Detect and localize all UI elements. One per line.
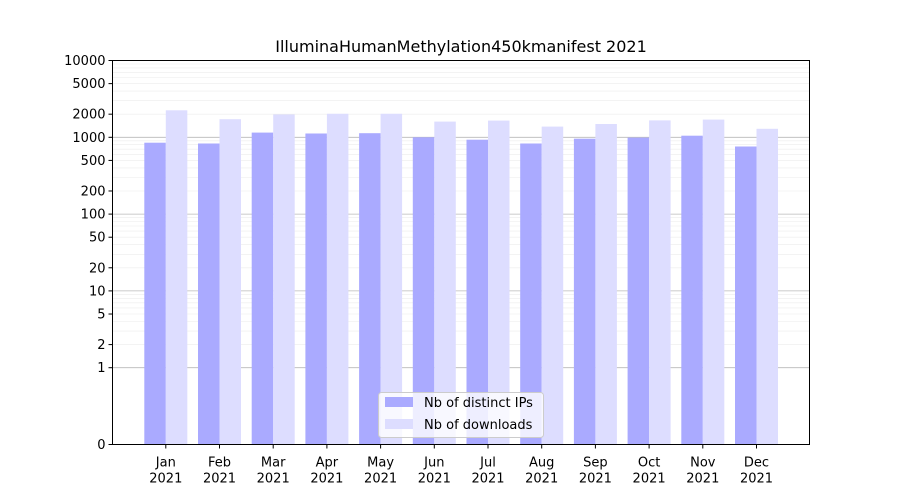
y-tick-label: 5	[97, 308, 105, 323]
bar-distinct-ips	[305, 133, 327, 445]
y-tick-label: 5000	[72, 77, 105, 92]
x-tick-label-month: Feb	[208, 456, 231, 471]
y-axis: 0 1 2 5 10 20 50 100 200 500 1000 2000 5000 10000	[64, 54, 113, 453]
x-tick-label-year: 2021	[740, 472, 773, 487]
x-tick-label-year: 2021	[686, 472, 719, 487]
y-tick-label: 1000	[72, 131, 105, 146]
bar-distinct-ips	[359, 133, 381, 445]
y-tick-label: 50	[89, 231, 106, 246]
bar-downloads	[434, 121, 456, 445]
x-tick-label-month: Dec	[744, 456, 769, 471]
bar-distinct-ips	[198, 143, 220, 445]
bar-downloads	[488, 120, 510, 445]
bar-downloads	[756, 128, 778, 445]
x-tick-label-month: Jun	[423, 456, 444, 471]
x-tick-label-year: 2021	[310, 472, 343, 487]
bar-downloads	[165, 110, 188, 445]
bar-distinct-ips	[251, 132, 274, 445]
x-tick-label-year: 2021	[525, 472, 558, 487]
bar-distinct-ips	[681, 135, 703, 445]
legend-box	[378, 392, 544, 438]
legend-swatch-distinct-ips	[385, 397, 413, 407]
legend-label-downloads: Nb of downloads	[424, 418, 533, 433]
y-tick-label: 20	[89, 261, 106, 276]
bar-distinct-ips	[412, 137, 435, 445]
bar-distinct-ips	[573, 138, 596, 445]
bar-downloads	[595, 124, 617, 445]
bar-distinct-ips	[520, 143, 542, 445]
x-tick-label-year: 2021	[203, 472, 236, 487]
y-tick-label: 0	[97, 438, 105, 453]
x-tick-label-month: Jul	[479, 456, 496, 471]
y-tick-label: 200	[81, 184, 106, 199]
x-tick-label-month: Oct	[638, 456, 660, 471]
y-tick-label: 2000	[72, 108, 105, 123]
bar-distinct-ips	[735, 146, 757, 445]
x-tick-label-month: May	[367, 456, 394, 471]
bar-downloads	[326, 113, 349, 445]
y-tick-label: 1	[97, 361, 105, 376]
x-tick-label-year: 2021	[579, 472, 612, 487]
y-tick-label: 10000	[64, 54, 105, 69]
y-tick-label: 2	[97, 338, 105, 353]
y-tick-label: 500	[81, 154, 106, 169]
legend-swatch-downloads	[385, 419, 413, 429]
bar-distinct-ips	[627, 137, 650, 445]
bar-downloads	[273, 114, 295, 445]
plot-frame	[112, 60, 810, 445]
x-tick-label-month: Nov	[690, 456, 716, 471]
bar-downloads	[380, 113, 403, 445]
x-tick-label-year: 2021	[418, 472, 451, 487]
bar-distinct-ips	[466, 139, 488, 445]
x-tick-label-year: 2021	[633, 472, 666, 487]
x-tick-label-month: Sep	[583, 456, 608, 471]
x-tick-label-year: 2021	[364, 472, 397, 487]
y-tick-label: 100	[81, 208, 106, 223]
bar-downloads	[702, 119, 725, 445]
bar-downloads	[649, 120, 671, 445]
x-tick-label-month: Apr	[316, 456, 339, 471]
x-tick-label-year: 2021	[149, 472, 182, 487]
x-axis: Jan2021Feb2021Mar2021Apr2021May2021Jun20…	[149, 444, 773, 487]
bar-downloads	[219, 119, 241, 445]
x-tick-label-month: Jan	[155, 456, 176, 471]
bars	[144, 110, 778, 445]
x-tick-label-month: Aug	[529, 456, 554, 471]
legend: Nb of distinct IPs Nb of downloads	[378, 392, 544, 438]
x-tick-label-year: 2021	[257, 472, 290, 487]
legend-label-distinct-ips: Nb of distinct IPs	[424, 396, 533, 411]
y-tick-label: 10	[89, 284, 106, 299]
bar-distinct-ips	[144, 142, 166, 445]
x-tick-label-month: Mar	[261, 456, 286, 471]
x-tick-label-year: 2021	[471, 472, 504, 487]
bar-downloads	[541, 126, 564, 445]
chart-title: IlluminaHumanMethylation450kmanifest 202…	[275, 37, 647, 56]
